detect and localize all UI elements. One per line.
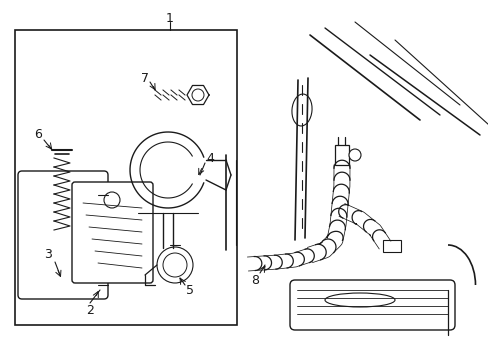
Text: 5: 5 — [185, 284, 194, 297]
Bar — [15, 30, 237, 325]
Text: 2: 2 — [86, 303, 94, 316]
FancyBboxPatch shape — [18, 171, 108, 299]
Circle shape — [163, 253, 186, 277]
Circle shape — [348, 149, 360, 161]
Text: 8: 8 — [250, 274, 259, 287]
Ellipse shape — [325, 293, 394, 307]
Ellipse shape — [291, 94, 311, 126]
Bar — [334, 145, 348, 165]
Text: 1: 1 — [166, 12, 174, 24]
Text: 4: 4 — [205, 152, 214, 165]
Text: 3: 3 — [44, 248, 52, 261]
FancyBboxPatch shape — [72, 182, 153, 283]
Bar — [382, 240, 400, 252]
Circle shape — [192, 89, 203, 101]
FancyBboxPatch shape — [289, 280, 454, 330]
Text: 7: 7 — [141, 72, 149, 85]
Text: 6: 6 — [34, 129, 42, 141]
Circle shape — [104, 192, 120, 208]
Circle shape — [157, 247, 193, 283]
